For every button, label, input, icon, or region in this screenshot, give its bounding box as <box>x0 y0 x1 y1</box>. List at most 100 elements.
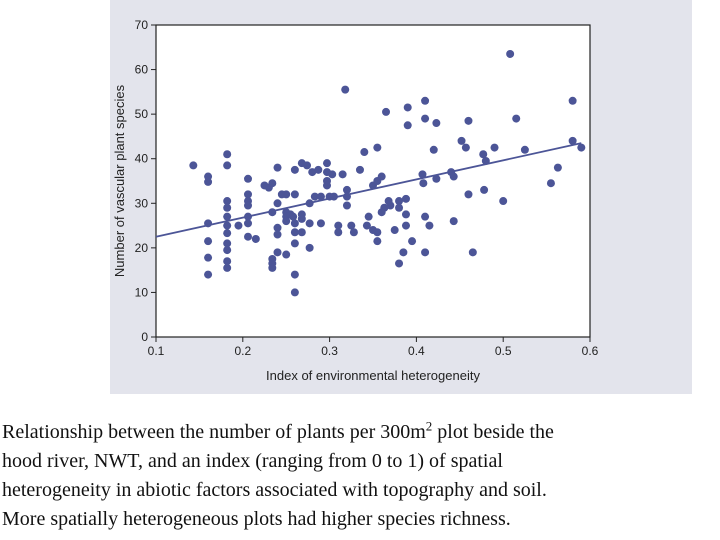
data-point <box>328 170 337 179</box>
data-point <box>290 219 299 228</box>
data-point <box>577 143 586 152</box>
data-point <box>425 221 434 230</box>
data-point <box>244 219 253 228</box>
y-tick-label: 0 <box>141 330 148 344</box>
data-point <box>342 201 351 210</box>
plot-background <box>155 24 591 338</box>
data-point <box>360 148 369 157</box>
data-point <box>223 257 232 266</box>
data-point <box>362 221 371 230</box>
data-point <box>334 221 343 230</box>
data-point <box>432 174 441 183</box>
data-point <box>297 228 306 237</box>
data-point <box>347 221 356 230</box>
scatter-chart: 0 10 20 30 40 50 60 70 0.1 0.2 0.3 0.4 0.5 0.6 Index… <box>112 18 599 383</box>
data-point <box>419 179 428 188</box>
data-point <box>568 136 577 145</box>
data-point <box>316 192 325 201</box>
data-point <box>290 165 299 174</box>
data-point <box>403 121 412 130</box>
data-point <box>308 168 317 177</box>
data-point <box>338 170 347 179</box>
y-axis: 0 10 20 30 40 50 60 70 <box>135 18 156 344</box>
caption-line-4: More spatially heterogeneous plots had h… <box>2 508 511 530</box>
data-point <box>373 228 382 237</box>
data-point <box>244 201 253 210</box>
data-point <box>421 212 430 221</box>
x-axis: 0.1 0.2 0.3 0.4 0.5 0.6 <box>148 337 599 358</box>
data-point <box>480 185 489 194</box>
data-point <box>395 203 404 212</box>
data-point <box>520 145 529 154</box>
data-point <box>305 243 314 252</box>
data-point <box>512 114 521 123</box>
x-tick-label: 0.5 <box>495 344 512 358</box>
data-point <box>303 161 312 170</box>
data-point <box>273 163 282 172</box>
data-point <box>223 203 232 212</box>
data-point <box>223 197 232 206</box>
data-point <box>282 217 291 226</box>
x-tick-label: 0.2 <box>234 344 251 358</box>
y-tick-label: 40 <box>135 152 149 166</box>
data-points <box>189 49 586 297</box>
data-point <box>282 190 291 199</box>
data-point <box>273 223 282 232</box>
data-point <box>322 181 331 190</box>
data-point <box>401 221 410 230</box>
data-point <box>223 150 232 159</box>
x-tick-label: 0.4 <box>408 344 425 358</box>
data-point <box>373 143 382 152</box>
data-point <box>290 239 299 248</box>
data-point <box>244 190 253 199</box>
data-point <box>316 219 325 228</box>
data-point <box>457 136 466 145</box>
data-point <box>382 107 391 116</box>
data-point <box>234 221 243 230</box>
data-point <box>341 85 350 94</box>
data-point <box>334 228 343 237</box>
data-point <box>490 143 499 152</box>
y-axis-title: Number of vascular plant species <box>112 84 127 277</box>
y-tick-label: 60 <box>135 63 149 77</box>
x-tick-label: 0.1 <box>148 344 165 358</box>
caption-line-1: Relationship between the number of plant… <box>2 418 554 443</box>
data-point <box>204 253 213 262</box>
data-point <box>273 230 282 239</box>
data-point <box>342 185 351 194</box>
y-tick-label: 20 <box>135 241 149 255</box>
data-point <box>401 210 410 219</box>
caption-line-3: heterogeneity in abiotic factors associa… <box>2 479 547 501</box>
x-tick-label: 0.6 <box>582 344 599 358</box>
data-point <box>464 116 473 125</box>
data-point <box>273 199 282 208</box>
data-point <box>399 248 408 257</box>
data-point <box>377 172 386 181</box>
y-tick-label: 70 <box>135 18 149 32</box>
data-point <box>223 239 232 248</box>
data-point <box>290 190 299 199</box>
plot-area <box>155 24 591 338</box>
data-point <box>223 221 232 230</box>
data-point <box>322 159 331 168</box>
data-point <box>421 248 430 257</box>
figure-caption: Relationship between the number of plant… <box>2 418 702 534</box>
data-point <box>468 248 477 257</box>
data-point <box>297 214 306 223</box>
data-point <box>408 237 417 246</box>
y-tick-label: 50 <box>135 107 149 121</box>
data-point <box>268 263 277 272</box>
data-point <box>401 194 410 203</box>
data-point <box>403 103 412 112</box>
data-point <box>290 228 299 237</box>
data-point <box>223 212 232 221</box>
data-point <box>373 237 382 246</box>
data-point <box>568 96 577 105</box>
data-point <box>244 232 253 241</box>
data-point <box>432 119 441 128</box>
data-point <box>223 246 232 255</box>
data-point <box>418 170 427 179</box>
data-point <box>421 96 430 105</box>
data-point <box>282 250 291 259</box>
data-point <box>449 172 458 181</box>
